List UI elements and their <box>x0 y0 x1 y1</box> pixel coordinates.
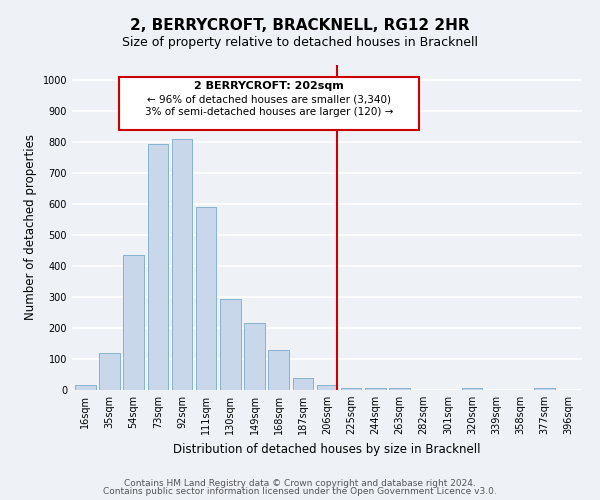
Bar <box>119 78 419 130</box>
Y-axis label: Number of detached properties: Number of detached properties <box>24 134 37 320</box>
Bar <box>317 386 337 390</box>
Bar <box>196 208 217 390</box>
Text: Contains HM Land Registry data © Crown copyright and database right 2024.: Contains HM Land Registry data © Crown c… <box>124 478 476 488</box>
Text: 3% of semi-detached houses are larger (120) →: 3% of semi-detached houses are larger (1… <box>145 107 393 117</box>
Bar <box>389 388 410 390</box>
Bar <box>148 144 168 390</box>
Bar <box>244 324 265 390</box>
Bar <box>220 298 241 390</box>
Bar <box>534 388 555 390</box>
Text: Size of property relative to detached houses in Bracknell: Size of property relative to detached ho… <box>122 36 478 49</box>
Bar <box>124 256 144 390</box>
Bar <box>268 350 289 390</box>
Text: 2, BERRYCROFT, BRACKNELL, RG12 2HR: 2, BERRYCROFT, BRACKNELL, RG12 2HR <box>130 18 470 32</box>
Bar <box>341 388 361 390</box>
X-axis label: Distribution of detached houses by size in Bracknell: Distribution of detached houses by size … <box>173 442 481 456</box>
Bar <box>99 353 120 390</box>
Bar <box>75 386 95 390</box>
Bar <box>293 378 313 390</box>
Text: ← 96% of detached houses are smaller (3,340): ← 96% of detached houses are smaller (3,… <box>147 94 391 104</box>
Bar <box>365 388 386 390</box>
Text: Contains public sector information licensed under the Open Government Licence v3: Contains public sector information licen… <box>103 487 497 496</box>
Text: 2 BERRYCROFT: 202sqm: 2 BERRYCROFT: 202sqm <box>194 81 344 91</box>
Bar <box>462 388 482 390</box>
Bar <box>172 140 192 390</box>
